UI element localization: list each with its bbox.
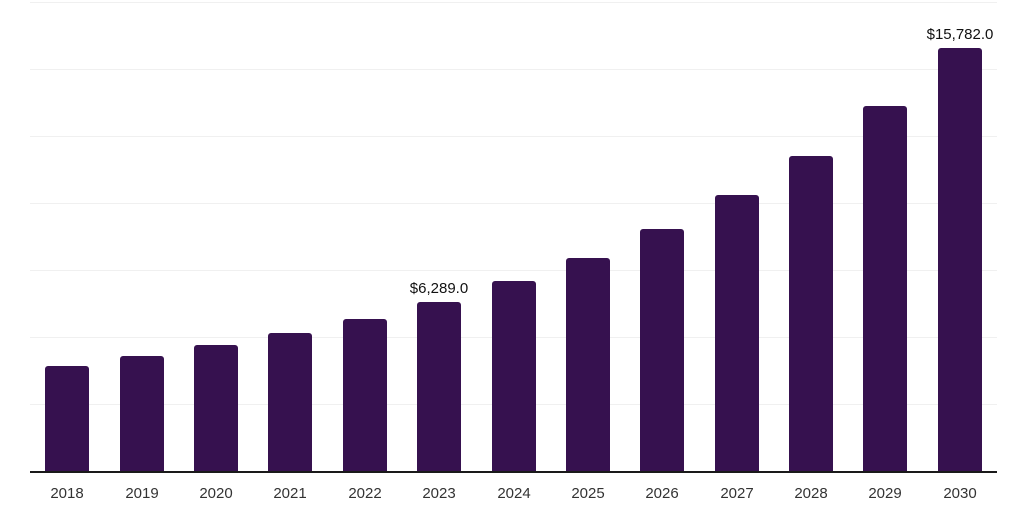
x-axis-label-2022: 2022 xyxy=(348,485,382,502)
data-label-2023: $6,289.0 xyxy=(409,280,469,297)
x-axis-line xyxy=(30,471,997,473)
x-axis-label-2023: 2023 xyxy=(422,485,456,502)
x-axis-label-2029: 2029 xyxy=(868,485,902,502)
bar-2029 xyxy=(863,106,907,471)
bar-2026 xyxy=(640,229,684,471)
bar-2022 xyxy=(343,319,387,471)
bar-2019 xyxy=(120,356,164,471)
gridline xyxy=(30,2,997,3)
bar-2028 xyxy=(789,156,833,471)
bar-2027 xyxy=(715,195,759,471)
gridline xyxy=(30,136,997,137)
bar-2018 xyxy=(45,366,89,471)
x-axis-label-2026: 2026 xyxy=(645,485,679,502)
x-axis-label-2019: 2019 xyxy=(125,485,159,502)
bar-2025 xyxy=(566,258,610,471)
x-axis-label-2025: 2025 xyxy=(571,485,605,502)
data-label-2030: $15,782.0 xyxy=(926,26,994,43)
bar-2023 xyxy=(417,302,461,471)
gridline xyxy=(30,270,997,271)
x-axis-label-2021: 2021 xyxy=(273,485,307,502)
bar-2030 xyxy=(938,48,982,471)
bar-2024 xyxy=(492,281,536,471)
x-axis-label-2027: 2027 xyxy=(720,485,754,502)
x-axis-label-2020: 2020 xyxy=(199,485,233,502)
bar-2021 xyxy=(268,333,312,471)
x-axis-label-2018: 2018 xyxy=(50,485,84,502)
gridline xyxy=(30,203,997,204)
x-axis-label-2028: 2028 xyxy=(794,485,828,502)
gridline xyxy=(30,69,997,70)
x-axis-label-2030: 2030 xyxy=(943,485,977,502)
x-axis-label-2024: 2024 xyxy=(497,485,531,502)
bar-2020 xyxy=(194,345,238,471)
